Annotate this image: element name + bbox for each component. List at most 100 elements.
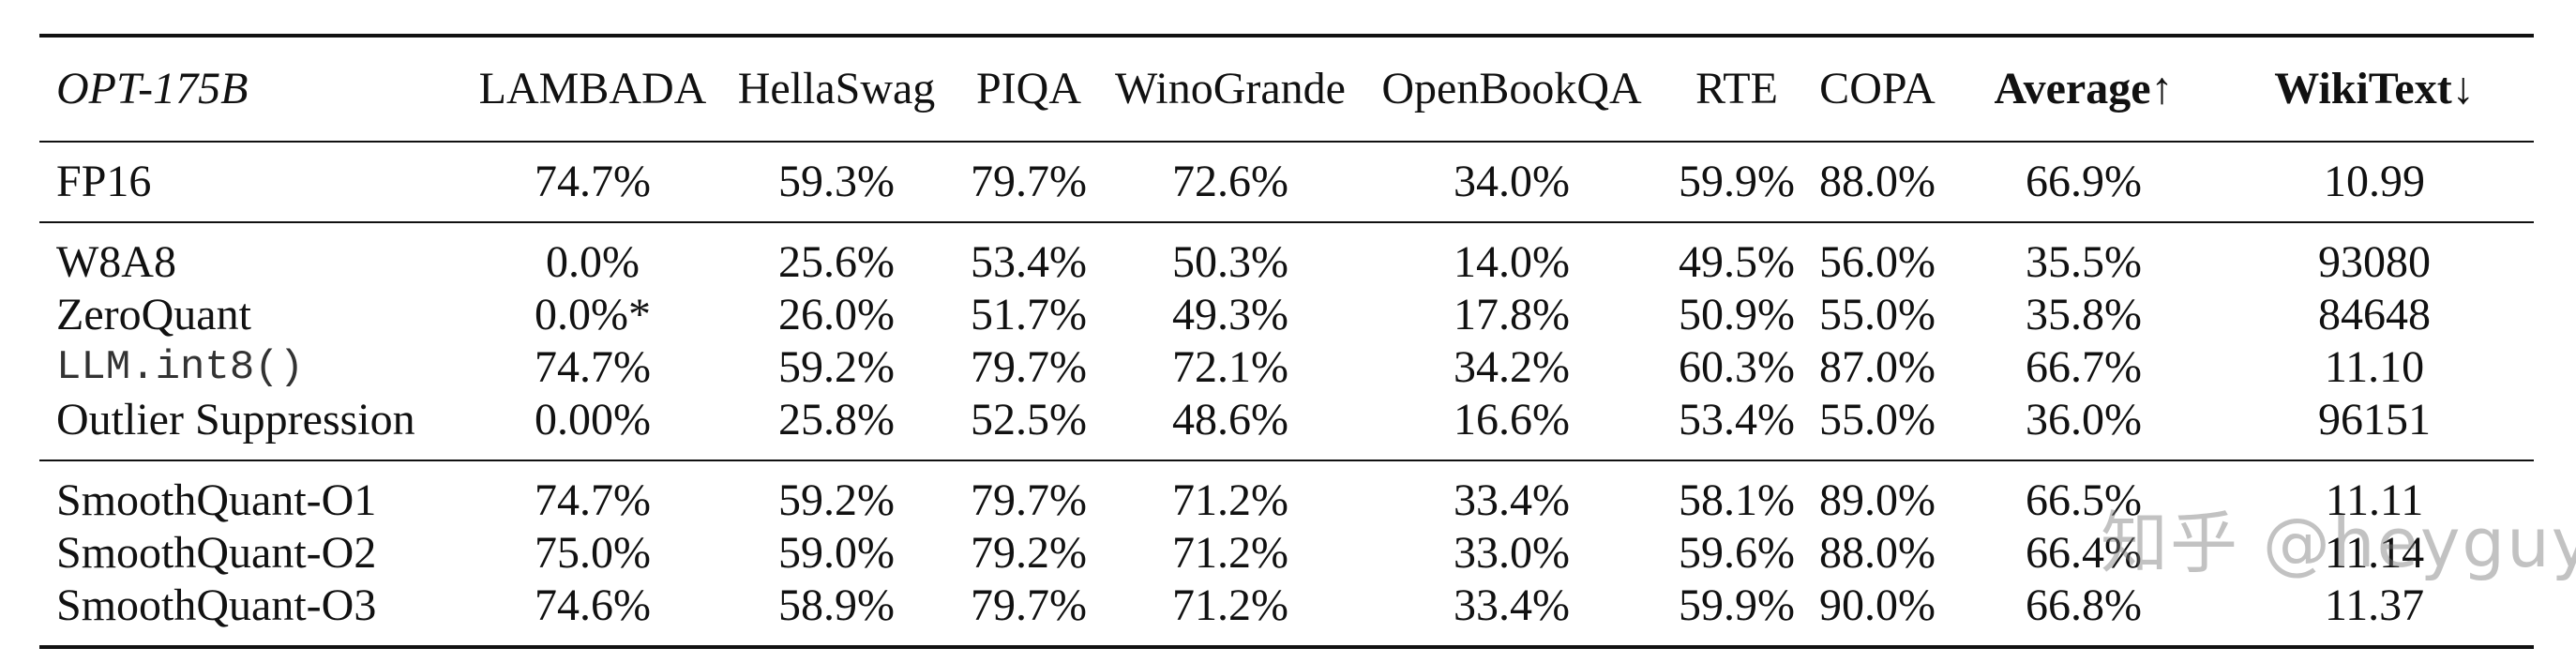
table-cell: 66.9% (2026, 157, 2142, 206)
table-row: SmoothQuant-O3 74.6% 58.9% 79.7% 71.2% 3… (39, 580, 2534, 647)
table-cell: 14.0% (1454, 237, 1570, 287)
table-cell: 49.3% (1172, 290, 1288, 339)
table-cell: 11.14 (2324, 528, 2425, 578)
table-cell: 58.9% (778, 580, 895, 630)
row-label: SmoothQuant-O1 (56, 475, 377, 525)
table-cell: 34.0% (1454, 157, 1570, 206)
row-label: ZeroQuant (56, 290, 251, 339)
table-cell: 11.11 (2325, 475, 2424, 525)
table-row: Outlier Suppression 0.00% 25.8% 52.5% 48… (39, 394, 2534, 460)
table-cell: 71.2% (1172, 528, 1288, 578)
table-cell: 66.5% (2026, 475, 2142, 525)
table-cell: 59.0% (778, 528, 895, 578)
table-cell: 59.9% (1679, 157, 1795, 206)
results-table-container: OPT-175B LAMBADA HellaSwag PIQA WinoGran… (39, 34, 2534, 649)
table-cell: 53.4% (1679, 395, 1795, 445)
table-cell: 96151 (2318, 395, 2431, 445)
table-cell: 71.2% (1172, 475, 1288, 525)
table-cell: 88.0% (1819, 157, 1936, 206)
table-cell: 17.8% (1454, 290, 1570, 339)
table-cell: 35.8% (2026, 290, 2142, 339)
table-cell: 79.2% (971, 528, 1087, 578)
table-cell: 59.2% (778, 475, 895, 525)
table-cell: 36.0% (2026, 395, 2142, 445)
table-cell: 0.00% (535, 395, 651, 445)
table-cell: 88.0% (1819, 528, 1936, 578)
table-cell: 59.6% (1679, 528, 1795, 578)
table-cell: 74.7% (535, 475, 651, 525)
table-row: W8A8 0.0% 25.6% 53.4% 50.3% 14.0% 49.5% … (39, 222, 2534, 289)
header-model: OPT-175B (56, 64, 249, 113)
table-cell: 90.0% (1819, 580, 1936, 630)
table-cell: 79.7% (971, 342, 1087, 392)
row-label: FP16 (56, 157, 152, 206)
table-cell: 66.4% (2026, 528, 2142, 578)
table-cell: 66.7% (2026, 342, 2142, 392)
table-row: SmoothQuant-O1 74.7% 59.2% 79.7% 71.2% 3… (39, 460, 2534, 527)
row-label: Outlier Suppression (56, 395, 415, 445)
table-cell: 33.4% (1454, 475, 1570, 525)
table-row: ZeroQuant 0.0%* 26.0% 51.7% 49.3% 17.8% … (39, 289, 2534, 341)
row-label: LLM.int8() (56, 344, 305, 391)
table-cell: 59.3% (778, 157, 895, 206)
header-openbookqa: OpenBookQA (1381, 64, 1642, 113)
table-cell: 89.0% (1819, 475, 1936, 525)
table-cell: 52.5% (971, 395, 1087, 445)
header-copa: COPA (1819, 64, 1936, 113)
fp16-group: FP16 74.7% 59.3% 79.7% 72.6% 34.0% 59.9%… (39, 142, 2534, 222)
table-cell: 74.7% (535, 342, 651, 392)
table-cell: 84648 (2318, 290, 2431, 339)
table-cell: 87.0% (1819, 342, 1936, 392)
table-cell: 26.0% (778, 290, 895, 339)
table-cell: 58.1% (1679, 475, 1795, 525)
table-row: FP16 74.7% 59.3% 79.7% 72.6% 34.0% 59.9%… (39, 142, 2534, 222)
header-winogrande: WinoGrande (1115, 64, 1346, 113)
table-cell: 60.3% (1679, 342, 1795, 392)
table-cell: 79.7% (971, 580, 1087, 630)
header-rte: RTE (1695, 64, 1778, 113)
table-cell: 50.3% (1172, 237, 1288, 287)
table-cell: 48.6% (1172, 395, 1288, 445)
table-cell: 53.4% (971, 237, 1087, 287)
table-cell: 0.0% (546, 237, 640, 287)
header-hellaswag: HellaSwag (737, 64, 936, 113)
table-cell: 55.0% (1819, 395, 1936, 445)
table-cell: 75.0% (535, 528, 651, 578)
row-label: SmoothQuant-O2 (56, 528, 377, 578)
header-piqa: PIQA (975, 64, 1081, 113)
table-cell: 0.0%* (535, 290, 651, 339)
table-cell: 79.7% (971, 475, 1087, 525)
table-cell: 51.7% (971, 290, 1087, 339)
table-cell: 16.6% (1454, 395, 1570, 445)
row-label: SmoothQuant-O3 (56, 580, 377, 630)
table-cell: 10.99 (2324, 157, 2425, 206)
table-cell: 11.37 (2324, 580, 2425, 630)
table-cell: 74.6% (535, 580, 651, 630)
header-wikitext: WikiText↓ (2274, 64, 2475, 113)
table-cell: 66.8% (2026, 580, 2142, 630)
results-table: OPT-175B LAMBADA HellaSwag PIQA WinoGran… (39, 34, 2534, 649)
table-cell: 33.4% (1454, 580, 1570, 630)
table-cell: 25.8% (778, 395, 895, 445)
header-row: OPT-175B LAMBADA HellaSwag PIQA WinoGran… (39, 36, 2534, 142)
baseline-group: W8A8 0.0% 25.6% 53.4% 50.3% 14.0% 49.5% … (39, 222, 2534, 460)
table-cell: 71.2% (1172, 580, 1288, 630)
watermark: 知乎 @heyguy (2101, 504, 2576, 582)
table-cell: 93080 (2318, 237, 2431, 287)
table-row: SmoothQuant-O2 75.0% 59.0% 79.2% 71.2% 3… (39, 527, 2534, 580)
table-cell: 11.10 (2324, 342, 2425, 392)
header-lambada: LAMBADA (478, 64, 707, 113)
table-cell: 72.1% (1172, 342, 1288, 392)
table-cell: 49.5% (1679, 237, 1795, 287)
header-average: Average↑ (1994, 64, 2174, 113)
table-cell: 34.2% (1454, 342, 1570, 392)
smoothquant-group: SmoothQuant-O1 74.7% 59.2% 79.7% 71.2% 3… (39, 460, 2534, 647)
table-cell: 56.0% (1819, 237, 1936, 287)
table-row: LLM.int8() 74.7% 59.2% 79.7% 72.1% 34.2%… (39, 341, 2534, 394)
table-cell: 25.6% (778, 237, 895, 287)
table-cell: 33.0% (1454, 528, 1570, 578)
table-cell: 59.9% (1679, 580, 1795, 630)
table-cell: 50.9% (1679, 290, 1795, 339)
table-cell: 55.0% (1819, 290, 1936, 339)
table-cell: 79.7% (971, 157, 1087, 206)
